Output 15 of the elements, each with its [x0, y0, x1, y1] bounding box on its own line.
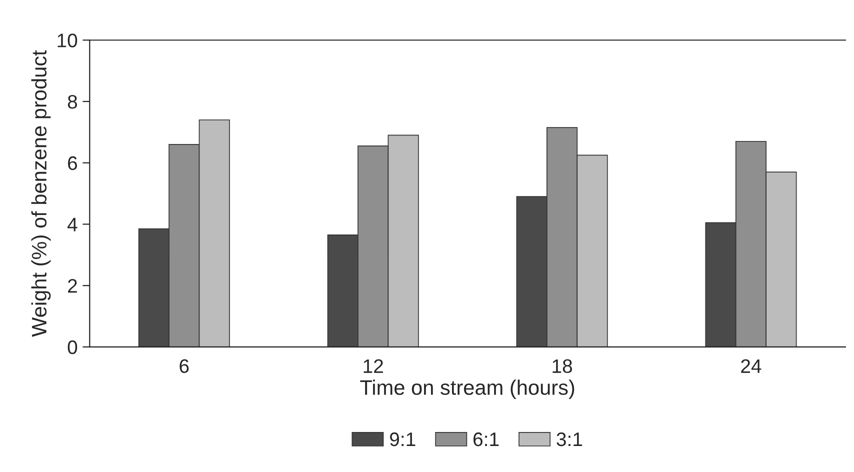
x-axis-title: Time on stream (hours) [360, 380, 574, 400]
legend-label: 6:1 [474, 432, 499, 446]
legend-label: 9:1 [390, 432, 416, 446]
y-tick-label: 2 [68, 279, 77, 293]
y-tick-label: 8 [68, 94, 78, 109]
y-axis-title: Weight (%) of benzene product [31, 50, 51, 337]
x-tick-label: 6 [180, 359, 189, 374]
y-tick-label: 0 [68, 340, 78, 354]
legend-label: 3:1 [556, 432, 582, 446]
y-tick-label: 4 [68, 218, 78, 232]
y-tick-label: 10 [58, 34, 78, 48]
x-tick-label: 12 [364, 359, 383, 373]
x-tick-label: 24 [741, 359, 762, 373]
y-tick-label: 6 [68, 156, 78, 170]
x-tick-label: 18 [552, 359, 572, 374]
